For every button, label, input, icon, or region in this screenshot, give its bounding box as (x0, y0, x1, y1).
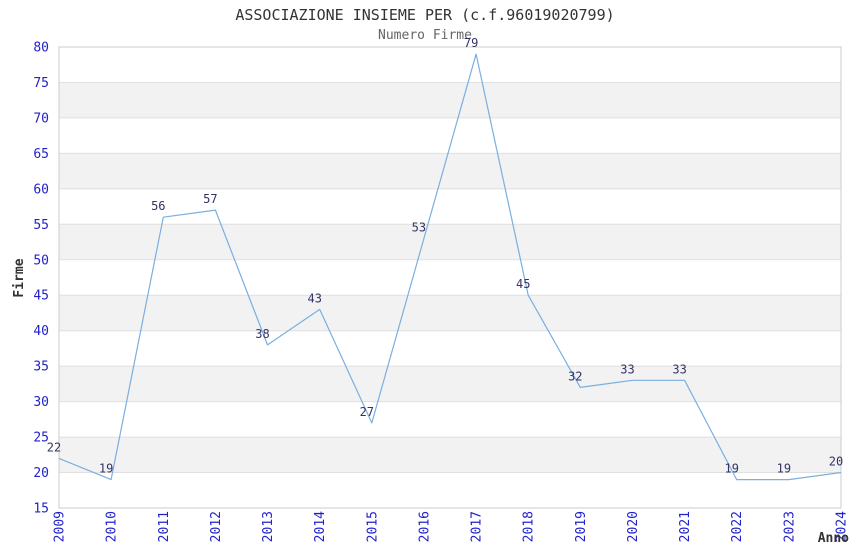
data-point-label: 19 (724, 462, 738, 476)
x-tick-label: 2011 (157, 511, 172, 542)
y-tick-label: 75 (33, 76, 49, 91)
y-tick-label: 15 (33, 502, 49, 517)
data-point-label: 27 (360, 405, 374, 419)
y-tick-label: 65 (33, 147, 49, 162)
data-point-label: 38 (255, 327, 269, 341)
data-point-label: 57 (203, 192, 217, 206)
x-axis-title: Anno (818, 531, 849, 546)
x-tick-label: 2012 (209, 511, 224, 542)
grid-band (59, 82, 841, 118)
grid-band (59, 153, 841, 189)
x-tick-label: 2014 (313, 511, 328, 542)
x-tick-label: 2024 (835, 511, 850, 542)
x-tick-label: 2013 (261, 511, 276, 542)
data-point-label: 79 (464, 36, 478, 50)
y-tick-label: 40 (33, 324, 49, 339)
grid-band (59, 437, 841, 473)
data-point-label: 43 (307, 291, 321, 305)
data-point-label: 53 (412, 221, 426, 235)
grid-band (59, 224, 841, 260)
x-tick-label: 2018 (522, 511, 537, 542)
x-tick-label: 2019 (574, 511, 589, 542)
y-tick-label: 30 (33, 395, 49, 410)
data-point-label: 33 (620, 362, 634, 376)
y-tick-label: 80 (33, 41, 49, 56)
y-tick-label: 25 (33, 431, 49, 446)
data-point-label: 33 (672, 362, 686, 376)
x-tick-label: 2022 (730, 511, 745, 542)
data-point-label: 19 (99, 462, 113, 476)
y-axis-title: Firme (12, 258, 27, 297)
y-tick-label: 45 (33, 289, 49, 304)
x-tick-label: 2015 (365, 511, 380, 542)
x-tick-label: 2021 (678, 511, 693, 542)
y-tick-label: 60 (33, 182, 49, 197)
data-point-label: 20 (829, 455, 843, 469)
x-tick-label: 2017 (470, 511, 485, 542)
data-point-label: 56 (151, 199, 165, 213)
y-tick-label: 50 (33, 253, 49, 268)
x-tick-label: 2010 (105, 511, 120, 542)
plot-border (58, 46, 842, 509)
x-tick-label: 2009 (53, 511, 68, 542)
data-point-label: 45 (516, 277, 530, 291)
x-tick-label: 2023 (782, 511, 797, 542)
chart-subtitle: Numero Firme (378, 28, 472, 43)
y-tick-label: 35 (33, 360, 49, 375)
x-tick-label: 2020 (626, 511, 641, 542)
data-point-label: 19 (777, 462, 791, 476)
y-tick-label: 55 (33, 218, 49, 233)
data-point-label: 22 (47, 440, 61, 454)
grid-band (59, 366, 841, 402)
x-tick-label: 2016 (417, 511, 432, 542)
data-line (58, 53, 842, 481)
grid-band (59, 295, 841, 331)
y-tick-label: 20 (33, 466, 49, 481)
data-point-label: 32 (568, 369, 582, 383)
y-tick-label: 70 (33, 111, 49, 126)
chart-title: ASSOCIAZIONE INSIEME PER (c.f.9601902079… (235, 6, 614, 24)
